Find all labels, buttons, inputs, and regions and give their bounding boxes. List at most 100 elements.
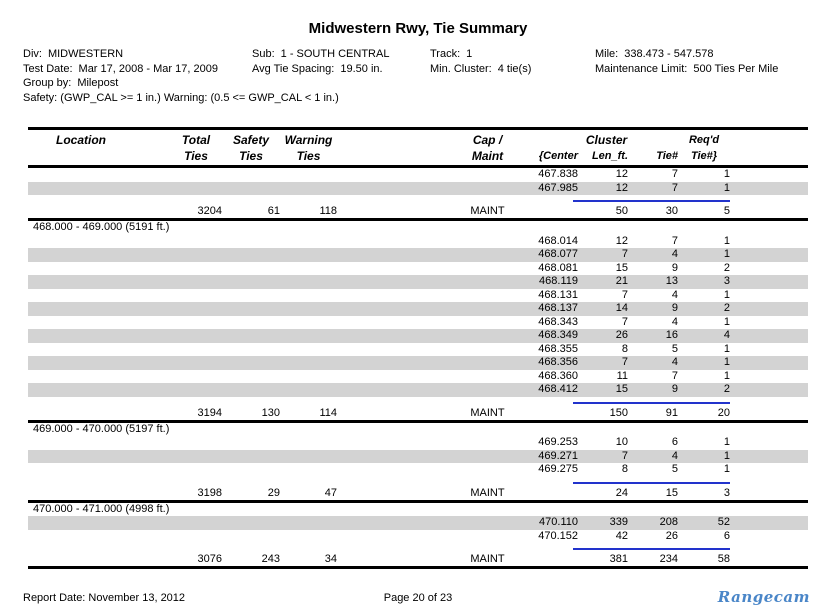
- summary-tie: 30: [665, 205, 678, 217]
- cluster-len: 7: [621, 356, 628, 368]
- cluster-len: 15: [615, 261, 628, 274]
- info-column-track: Track: 1 Min. Cluster: 4 tie(s): [430, 47, 531, 76]
- cluster-reqd: 2: [723, 261, 730, 274]
- col-header-total-ties-2: Ties: [184, 149, 208, 163]
- cluster-tie: 7: [671, 369, 678, 382]
- footer-page-number: Page 20 of 23: [383, 592, 453, 604]
- cluster-center: 467.838: [538, 168, 578, 180]
- cluster-reqd: 1: [723, 315, 730, 328]
- table-top-rule: [28, 127, 808, 130]
- cluster-data-row: 470.110 339 208 52: [28, 516, 808, 530]
- div-value: MIDWESTERN: [47, 48, 124, 60]
- cluster-data-row: 468.355 8 5 1: [28, 343, 808, 357]
- cluster-center: 468.081: [538, 261, 578, 274]
- cluster-len: 11: [616, 369, 628, 382]
- cluster-tie: 26: [665, 529, 678, 542]
- cluster-center: 469.253: [538, 436, 578, 448]
- cluster-reqd: 1: [723, 449, 730, 462]
- summary-warning: 34: [324, 553, 337, 565]
- summary-reqd: 20: [717, 406, 730, 419]
- cluster-data-row: 468.077 7 4 1: [28, 248, 808, 262]
- cluster-center: 468.343: [538, 315, 578, 328]
- info-line-group-by: Group by: Milepost: [23, 76, 339, 91]
- info-line-maintenance-limit: Maintenance Limit: 500 Ties Per Mile: [595, 62, 778, 77]
- col-header-safety-ties-2: Ties: [239, 149, 263, 163]
- cluster-len: 8: [621, 463, 628, 475]
- summary-safety: 61: [267, 205, 280, 217]
- cluster-data-row: 468.412 15 9 2: [28, 383, 808, 397]
- cluster-data-row: 468.137 14 9 2: [28, 302, 808, 316]
- cluster-tie: 7: [671, 181, 678, 194]
- cluster-data-row: 468.081 15 9 2: [28, 262, 808, 276]
- cluster-center: 468.349: [538, 329, 578, 341]
- cluster-tie: 6: [671, 436, 678, 448]
- col-header-cap-maint-2: Maint: [471, 149, 504, 163]
- cluster-len: 12: [615, 168, 628, 180]
- summary-tie: 15: [665, 486, 678, 499]
- cluster-data-row: 468.343 7 4 1: [28, 316, 808, 330]
- summary-warning: 47: [324, 486, 337, 499]
- maintenance-limit-label: Maintenance Limit:: [595, 62, 688, 75]
- cluster-reqd: 1: [723, 342, 730, 355]
- cluster-reqd: 1: [723, 248, 730, 260]
- cluster-len: 7: [621, 248, 628, 260]
- summary-total: 3194: [197, 406, 222, 419]
- test-date-value: Mar 17, 2008 - Mar 17, 2009: [78, 62, 218, 75]
- info-line-safety-warning: Safety: (GWP_CAL >= 1 in.) Warning: (0.5…: [23, 91, 339, 104]
- cluster-reqd: 3: [723, 275, 730, 287]
- col-header-reqd-2: Tie#}: [690, 150, 718, 162]
- cluster-reqd: 1: [723, 288, 730, 301]
- section-divider-rule: [28, 499, 808, 503]
- summary-total: 3198: [197, 486, 222, 499]
- avg-tie-spacing-label: Avg Tie Spacing:: [252, 62, 335, 75]
- summary-tie: 234: [659, 553, 678, 565]
- summary-reqd: 3: [723, 486, 730, 499]
- cluster-len: 339: [609, 516, 628, 528]
- cluster-center: 468.360: [538, 369, 578, 382]
- cluster-data-row: 469.253 10 6 1: [28, 436, 808, 450]
- section-summary-row: 3204 61 118 MAINT 50 30 5: [28, 204, 808, 218]
- cluster-center: 467.985: [538, 181, 578, 194]
- info-line-track: Track: 1: [430, 47, 531, 62]
- summary-cap: MAINT: [470, 406, 505, 419]
- min-cluster-label: Min. Cluster:: [430, 62, 492, 75]
- section-summary-row: 3194 130 114 MAINT 150 91 20: [28, 406, 808, 420]
- info-line-sub: Sub: 1 - SOUTH CENTRAL: [252, 47, 389, 62]
- cluster-tie: 4: [671, 315, 678, 328]
- maintenance-limit-value: 500 Ties Per Mile: [693, 62, 779, 75]
- cluster-reqd: 1: [723, 463, 730, 475]
- cluster-reqd: 1: [723, 369, 730, 382]
- cluster-reqd: 52: [717, 516, 730, 528]
- col-header-warning-ties-2: Ties: [296, 149, 321, 163]
- cluster-data-row: 468.349 26 16 4: [28, 329, 808, 343]
- cluster-tie: 9: [671, 261, 678, 274]
- cluster-center: 468.119: [539, 275, 578, 287]
- summary-cap: MAINT: [470, 205, 505, 217]
- summary-cap: MAINT: [470, 486, 505, 499]
- sub-label: Sub:: [252, 48, 275, 60]
- section-location: 469.000 - 470.000 (5197 ft.): [33, 422, 170, 435]
- cluster-data-row: 470.152 42 26 6: [28, 530, 808, 544]
- info-column-mile: Mile: 338.473 - 547.578 Maintenance Limit…: [595, 47, 778, 76]
- min-cluster-value: 4 tie(s): [497, 62, 532, 75]
- mile-value: 338.473 - 547.578: [624, 48, 714, 60]
- section-divider-rule: [28, 218, 808, 221]
- col-header-center: {Center: [538, 150, 578, 162]
- cluster-len: 8: [621, 342, 628, 355]
- section-location: 470.000 - 471.000 (4998 ft.): [33, 502, 170, 515]
- summary-reqd: 5: [723, 205, 730, 217]
- summary-reqd: 58: [717, 553, 730, 565]
- cluster-tie: 5: [671, 463, 678, 475]
- cluster-reqd: 1: [723, 181, 730, 194]
- cluster-center: 470.152: [538, 529, 578, 542]
- cluster-len: 14: [615, 302, 628, 314]
- summary-warning: 118: [319, 205, 337, 217]
- section-location: 468.000 - 469.000 (5191 ft.): [33, 221, 170, 233]
- col-header-total-ties: Total: [181, 133, 211, 147]
- info-line-min-cluster: Min. Cluster: 4 tie(s): [430, 62, 531, 77]
- cluster-center: 468.355: [538, 342, 578, 355]
- div-label: Div:: [23, 48, 42, 60]
- summary-gap-row: [28, 397, 808, 406]
- cluster-tie: 4: [671, 356, 678, 368]
- cluster-data-row: 468.131 7 4 1: [28, 289, 808, 303]
